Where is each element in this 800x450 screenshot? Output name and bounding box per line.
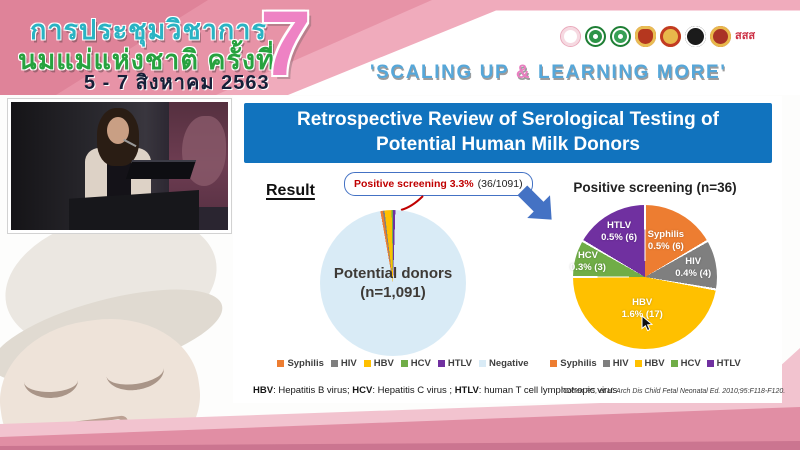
footnote-abbr: HBV [253, 385, 274, 396]
right-pie-title: Positive screening (n=36) [573, 180, 737, 195]
podium-laptop [125, 160, 197, 179]
legend-item-hiv: HIV [330, 358, 357, 369]
legend-item-syphilis: Syphilis [550, 358, 597, 369]
legend-swatch [363, 360, 371, 367]
pie-slice-label-hiv: HIV 0.4% (4) [675, 256, 712, 280]
legend-item-hcv: HCV [670, 358, 701, 369]
legend-label: HTLV [447, 358, 472, 369]
footnote-def: : Hepatitis B virus; [273, 385, 353, 396]
callout-highlight: Positive screening 3.3% [354, 178, 474, 190]
conference-date: 5 - 7 สิงหาคม 2563 [84, 72, 270, 94]
conference-slogan: 'SCALING UP & LEARNING MORE' [370, 62, 726, 84]
legend-item-hiv: HIV [602, 358, 629, 369]
pie-slice-label-hcv: HCV 0.3% (3) [570, 249, 606, 273]
sponsor-logos-row: สสส [560, 26, 755, 47]
left-pie-caption-line2: (n=1,091) [360, 284, 426, 301]
legend-label: Syphilis [560, 358, 597, 369]
footnote-abbr: HCV [352, 385, 373, 396]
red-institute-seal-logo [710, 26, 731, 47]
left-pie-caption: Potential donors (n=1,091) [320, 210, 466, 356]
abbreviation-footnote: HBV: Hepatitis B virus; HCV: Hepatitis C… [253, 385, 617, 396]
health-green-seal-logo [585, 26, 606, 47]
legend-swatch [478, 360, 486, 367]
arrow-right-down-icon [517, 185, 552, 220]
conference-subtitle-thai: นมแม่แห่งชาติ ครั้งที่ [18, 45, 275, 75]
presentation-slide: Retrospective Review of Serological Test… [233, 96, 786, 403]
legend-swatch [400, 360, 408, 367]
edition-number: 7 [260, 0, 312, 95]
footnote-def: : human T cell lymphotropic virus [478, 385, 618, 396]
left-pie-legend: Syphilis HIV HBV HCV HTLV Negative [258, 358, 548, 369]
legend-label: HCV [410, 358, 431, 369]
result-heading: Result [266, 182, 315, 199]
right-pie-legend: Syphilis HIV HBV HCV HTLV [550, 358, 741, 369]
legend-swatch [706, 360, 714, 367]
pie-slice-label-syphilis: Syphilis 0.5% (6) [647, 228, 685, 252]
conference-banner: การประชุมวิชาการ นมแม่แห่งชาติ ครั้งที่ … [0, 0, 800, 95]
legend-label: Negative [488, 358, 529, 369]
royal-crown-emblem-logo [660, 26, 681, 47]
footnote-def: : Hepatitis C virus ; [372, 385, 455, 396]
legend-swatch [277, 360, 285, 367]
legend-label: HBV [373, 358, 394, 369]
legend-item-hcv: HCV [400, 358, 431, 369]
footnote-abbr: HTLV [454, 385, 479, 396]
slogan-text: 'SCALING UP [370, 62, 516, 83]
legend-item-htlv: HTLV [706, 358, 741, 369]
slogan-text: LEARNING MORE' [531, 62, 727, 83]
slide-title-line2: Potential Human Milk Donors [376, 134, 640, 155]
thai-health-sss-logo: สสส [735, 30, 756, 42]
legend-swatch [330, 360, 338, 367]
presenter-face [107, 117, 129, 144]
left-pie-caption-line1: Potential donors [333, 264, 453, 282]
mouse-cursor [641, 315, 653, 332]
legend-label: HIV [340, 358, 357, 369]
callout-pointer-line [400, 195, 424, 211]
black-university-seal-logo [685, 26, 706, 47]
presenter-video [11, 102, 228, 230]
medical-green-seal-logo [610, 26, 631, 47]
legend-item-syphilis: Syphilis [277, 358, 324, 369]
legend-swatch [550, 360, 558, 367]
baby-background-photo [0, 226, 240, 446]
legend-label: HBV [644, 358, 665, 369]
mother-child-foundation-logo [560, 26, 581, 47]
pie-chart-potential-donors [320, 210, 466, 356]
legend-label: HTLV [716, 358, 741, 369]
right-pie-slice-labels: Syphilis 0.5% (6) HIV 0.4% (4) HBV 1.6% (17) H… [570, 205, 717, 349]
pie-slice-label-hbv: HBV 1.6% (17) [621, 297, 663, 321]
royal-red-gold-emblem-logo [635, 26, 656, 47]
legend-item-htlv: HTLV [437, 358, 472, 369]
legend-label: Syphilis [287, 358, 324, 369]
legend-label: HIV [612, 358, 629, 369]
citation: Cohen RS, et al. Arch Dis Child Fetal Ne… [563, 388, 786, 395]
legend-label: HCV [680, 358, 701, 369]
callout-detail: (36/1091) [477, 178, 523, 190]
conference-title-thai: การประชุมวิชาการ [30, 15, 267, 45]
legend-item-hbv: HBV [363, 358, 394, 369]
pie-slice-label-htlv: HTLV 0.5% (6) [601, 220, 638, 244]
slide-title-line1: Retrospective Review of Serological Test… [297, 109, 719, 131]
legend-swatch [634, 360, 642, 367]
slogan-ampersand: & [515, 62, 532, 83]
positive-screening-callout: Positive screening 3.3% (36/1091) [344, 172, 533, 196]
legend-swatch [670, 360, 678, 367]
presenter-video-frame [8, 99, 231, 233]
slide-title-bar: Retrospective Review of Serological Test… [244, 103, 772, 163]
legend-swatch [602, 360, 610, 367]
legend-swatch [437, 360, 445, 367]
legend-item-hbv: HBV [634, 358, 665, 369]
legend-item-negative: Negative [478, 358, 529, 369]
